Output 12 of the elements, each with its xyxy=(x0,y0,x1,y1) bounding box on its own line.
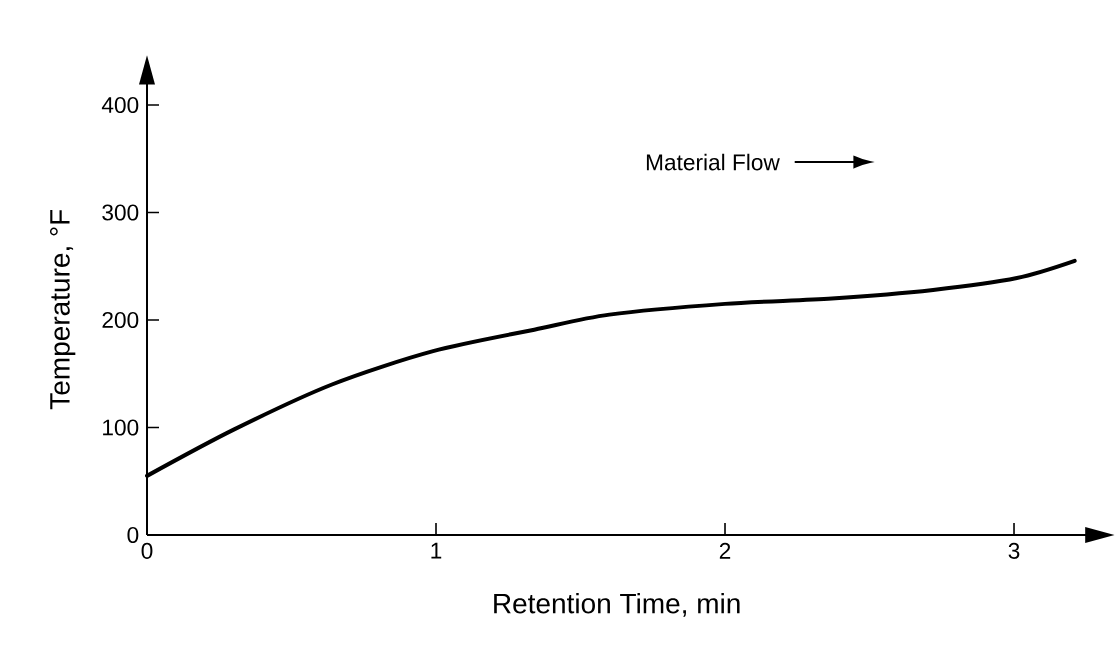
y-tick-label: 0 xyxy=(127,526,139,544)
y-tick-label: 300 xyxy=(102,204,139,221)
x-axis-title: Retention Time, min xyxy=(494,592,740,617)
y-axis-title: Temperature, °F xyxy=(49,209,76,410)
x-tick-label: 0 xyxy=(141,542,153,559)
y-tick-label: 200 xyxy=(102,311,139,329)
x-tick-label: 2 xyxy=(719,542,731,559)
annotation: Material Flow xyxy=(646,153,780,171)
x-tick-label: 1 xyxy=(431,542,442,559)
x-tick-label: 3 xyxy=(1008,542,1020,559)
y-tick-label: 100 xyxy=(103,419,139,436)
y-tick-label: 400 xyxy=(101,96,139,114)
